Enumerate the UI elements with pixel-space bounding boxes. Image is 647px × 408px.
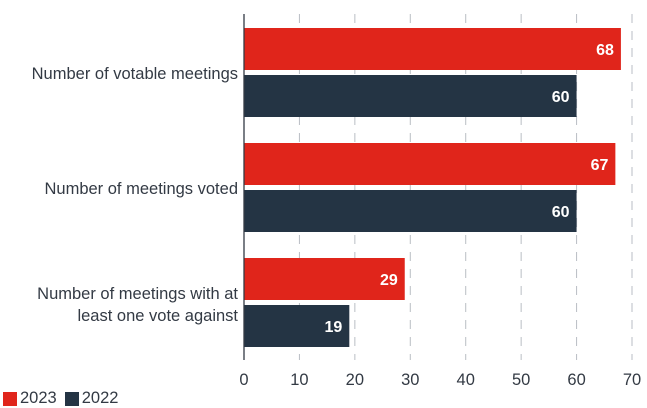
category-label: least one vote against — [77, 307, 238, 325]
legend-item-2023: 2023 — [3, 389, 57, 408]
x-tick-label: 10 — [290, 371, 308, 389]
data-label: 19 — [325, 319, 343, 336]
x-tick-label: 0 — [239, 371, 248, 389]
legend-label-2022: 2022 — [81, 389, 119, 407]
x-tick-label: 60 — [567, 371, 585, 389]
data-label: 60 — [552, 89, 570, 106]
bar-2023-0 — [244, 28, 621, 70]
bar-2022-0 — [244, 75, 577, 117]
category-label: Number of meetings with at — [37, 285, 238, 303]
x-tick-label: 20 — [346, 371, 364, 389]
legend-swatch-2023 — [3, 391, 17, 406]
legend-swatch-2022 — [64, 391, 79, 406]
bar-2023-2 — [244, 258, 405, 300]
data-label: 67 — [591, 157, 609, 174]
bar-2022-1 — [244, 190, 577, 232]
x-tick-label: 50 — [512, 371, 530, 389]
data-label: 68 — [596, 42, 614, 59]
data-label: 60 — [552, 204, 570, 221]
bar-2022-2 — [244, 305, 350, 347]
x-tick-label: 70 — [623, 371, 641, 389]
x-tick-label: 40 — [457, 371, 475, 389]
bar-2023-1 — [244, 143, 616, 185]
legend: 2023 2022 — [3, 389, 126, 408]
legend-label-2023: 2023 — [20, 389, 57, 407]
x-tick-label: 30 — [401, 371, 419, 389]
data-label: 29 — [380, 272, 398, 289]
legend-item-2022: 2022 — [64, 389, 119, 408]
category-label: Number of meetings voted — [44, 180, 238, 198]
category-label: Number of votable meetings — [31, 65, 238, 83]
